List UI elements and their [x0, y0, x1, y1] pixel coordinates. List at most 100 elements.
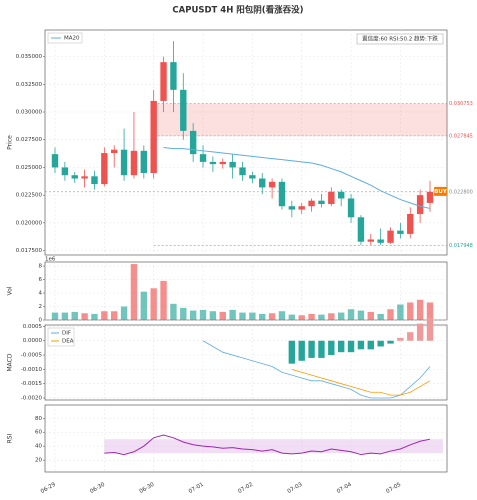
volume-bar	[189, 310, 197, 320]
volume-bar	[259, 313, 266, 320]
candle-body	[328, 191, 335, 205]
y-axis-label: Vol	[7, 286, 14, 295]
candle-body	[71, 175, 78, 179]
volume-bar	[407, 302, 414, 320]
candle-body	[298, 206, 305, 210]
macd-bar	[377, 340, 384, 347]
volume-bar	[318, 314, 325, 320]
volume-bar	[426, 302, 434, 320]
volume-bar	[130, 264, 138, 320]
panel-frame	[44, 324, 448, 401]
candle-body	[209, 161, 217, 165]
y-tick-label: 0.027500	[16, 137, 43, 143]
y-tick-label: 0.0005	[23, 324, 43, 330]
volume-bar	[249, 312, 256, 320]
macd-bar	[387, 340, 394, 344]
volume-bar	[308, 313, 315, 320]
signal-tag	[434, 186, 447, 196]
panel-frame	[44, 29, 448, 256]
volume-bar	[51, 312, 59, 320]
candle-body	[140, 150, 148, 173]
legend-label: DEA	[62, 339, 74, 345]
volume-bar	[81, 313, 88, 320]
panel-frame	[44, 404, 448, 473]
volume-bar	[288, 314, 296, 320]
y-axis-label: RSI	[7, 433, 14, 443]
volume-bar	[91, 313, 98, 320]
y-tick-label: 60	[35, 430, 42, 436]
macd-bar	[318, 340, 325, 358]
macd-bar	[357, 340, 365, 350]
volume-bar	[377, 313, 384, 320]
volume-bar	[170, 303, 177, 320]
volume-bar	[367, 311, 374, 320]
volume-bar	[120, 306, 128, 320]
volume-bar	[337, 312, 345, 320]
candle-body	[268, 181, 276, 188]
candle-body	[91, 176, 98, 185]
y-tick-label: 0.020000	[16, 220, 43, 226]
macd-line	[291, 368, 431, 396]
ma-line	[163, 146, 431, 209]
candle-body	[150, 100, 157, 173]
volume-bar	[101, 311, 108, 320]
macd-bar	[298, 340, 305, 361]
y-tick-label: 8	[39, 264, 43, 270]
candle-body	[407, 213, 414, 234]
volume-bar	[298, 315, 305, 320]
macd-bar	[367, 340, 374, 350]
candle-body	[377, 239, 384, 243]
resistance-zone	[153, 103, 447, 136]
y-axis-label: MACD	[7, 353, 14, 371]
macd-bar	[347, 340, 355, 353]
candle-body	[229, 161, 236, 168]
candle-body	[347, 198, 355, 218]
candle-body	[51, 154, 59, 168]
y-tick-label: 6	[39, 277, 43, 283]
macd-line	[202, 340, 431, 399]
signal-label: BUY	[434, 189, 448, 195]
volume-bar	[239, 312, 246, 320]
level-label: 0.022800	[449, 189, 473, 195]
candle-body	[367, 239, 374, 242]
volume-bar	[199, 309, 207, 320]
volume-bar	[160, 280, 167, 320]
y-tick-label: 20	[35, 458, 42, 464]
level-label: 0.027845	[449, 133, 473, 139]
volume-bar	[229, 309, 236, 320]
scale-label: 1e6	[45, 257, 56, 263]
macd-bar	[407, 332, 414, 341]
candle-body	[160, 62, 167, 101]
volume-bar	[278, 311, 286, 320]
volume-bar	[111, 311, 118, 320]
candle-body	[170, 62, 177, 90]
y-tick-label: -0.0005	[21, 353, 43, 359]
info-text: 置信度:60 RSI:50.2 趋势:下跌	[362, 35, 438, 43]
macd-bar	[308, 340, 315, 358]
macd-bar	[397, 337, 404, 341]
y-tick-label: 0.022500	[16, 193, 43, 199]
volume-bar	[347, 309, 355, 320]
volume-bar	[150, 288, 157, 320]
y-tick-label: -0.0010	[21, 367, 43, 373]
chart-title: CAPUSDT 4H 阳包阴(看涨吞没)	[172, 5, 303, 16]
legend-label: DIF	[62, 331, 71, 337]
candle-body	[318, 200, 325, 205]
candle-body	[249, 175, 256, 179]
macd-bar	[337, 340, 345, 353]
candle-body	[111, 149, 118, 154]
y-tick-label: 0	[39, 318, 43, 324]
y-axis-label: Price	[7, 135, 14, 150]
y-tick-label: -0.0015	[21, 381, 43, 387]
candle-body	[397, 230, 404, 234]
candle-body	[101, 153, 108, 185]
volume-bar	[61, 312, 69, 320]
rsi-line	[104, 434, 431, 456]
rsi-band	[104, 439, 443, 454]
candle-body	[278, 181, 286, 207]
volume-bar	[71, 311, 78, 320]
candle-body	[308, 200, 315, 207]
candle-body	[61, 167, 69, 176]
